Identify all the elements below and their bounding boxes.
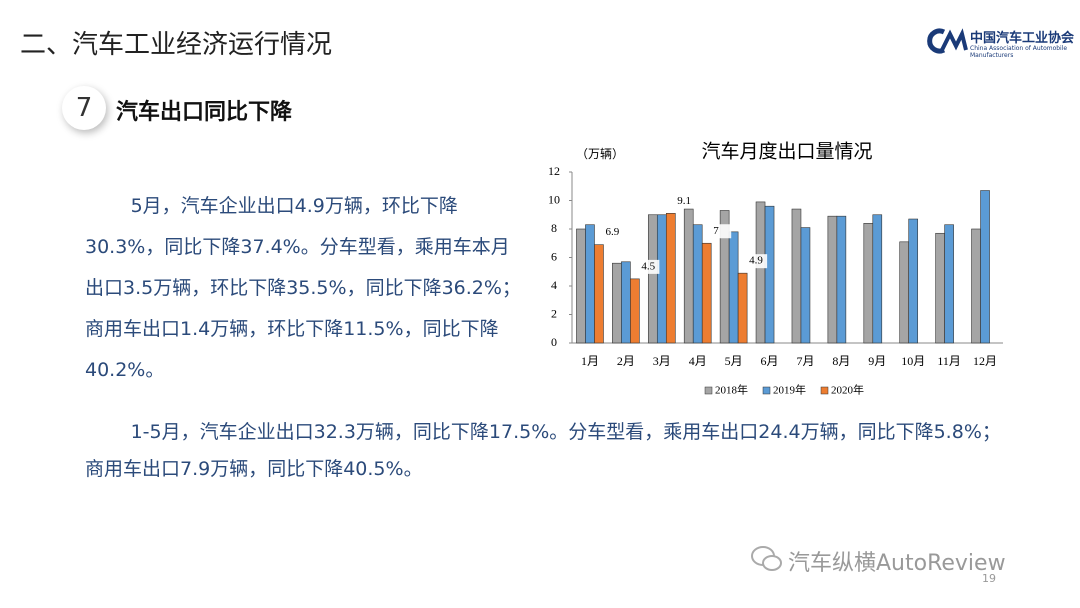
x-tick-label: 11月 <box>937 354 961 368</box>
wechat-icon <box>751 546 782 571</box>
x-tick-label: 10月 <box>901 354 925 368</box>
bar <box>665 213 676 344</box>
bar <box>647 214 658 344</box>
y-tick-label: 8 <box>551 221 557 235</box>
logo-icon <box>927 28 968 54</box>
legend-label: 2019年 <box>773 383 806 397</box>
legend-label: 2018年 <box>715 383 748 397</box>
bar <box>701 242 712 344</box>
x-tick-label: 2月 <box>617 354 635 368</box>
y-tick-label: 6 <box>551 249 557 263</box>
data-label-bg <box>675 194 696 209</box>
bar <box>755 201 766 344</box>
paragraph: 5月，汽车企业出口4.9万辆，环比下降30.3%，同比下降37.4%。分车型看，… <box>85 195 521 381</box>
bar <box>656 214 667 344</box>
x-tick-label: 7月 <box>796 354 814 368</box>
legend-swatch <box>820 386 829 395</box>
y-tick-label: 2 <box>551 306 557 320</box>
header-title: 二、汽车工业经济运行情况 <box>20 30 333 60</box>
bar <box>683 208 694 344</box>
legend-label: 2020年 <box>831 383 864 397</box>
data-label: 9.1 <box>677 195 691 207</box>
data-label: 7 <box>713 225 719 237</box>
page-number: 19 <box>982 572 996 585</box>
bar <box>764 205 775 344</box>
bar <box>585 224 595 344</box>
bar <box>899 241 910 344</box>
x-tick-label: 4月 <box>689 354 707 368</box>
data-label: 6.9 <box>605 226 619 238</box>
bar <box>576 228 586 344</box>
bar <box>692 224 703 344</box>
x-tick-label: 12月 <box>973 354 997 368</box>
legend-swatch <box>704 386 713 395</box>
bar <box>737 272 748 344</box>
bar <box>863 223 874 344</box>
data-label: 4.9 <box>749 255 763 267</box>
bar <box>872 214 883 344</box>
data-label-bg <box>711 224 732 239</box>
data-label: 4.5 <box>641 260 655 272</box>
chart: 汽车月度出口量情况 （万辆） 0 2 4 6 8 10 12 1月 2月 3月 4月 5月 6月 7月 8月… <box>548 140 1003 397</box>
data-label-bg <box>747 254 768 269</box>
bar <box>944 224 954 344</box>
x-tick-label: 5月 <box>725 354 743 368</box>
bar <box>827 215 838 344</box>
x-tick-label: 9月 <box>868 354 886 368</box>
bar <box>980 190 990 344</box>
bar <box>836 215 847 344</box>
bar <box>612 262 622 344</box>
watermark: 汽车纵横AutoReview <box>788 551 1006 576</box>
bar <box>935 232 945 344</box>
bar <box>800 227 811 344</box>
x-tick-label: 1月 <box>581 354 599 368</box>
y-tick-label: 0 <box>551 335 557 349</box>
x-tick-label: 6月 <box>761 354 779 368</box>
y-tick-label: 10 <box>548 192 560 206</box>
y-tick-label: 4 <box>551 278 557 292</box>
logo-name: 中国汽车工业协会 <box>970 31 1075 46</box>
y-axis-label: （万辆） <box>576 147 624 161</box>
chart-title: 汽车月度出口量情况 <box>701 140 872 162</box>
logo-subtitle: China Association of Automobile Manufact… <box>970 45 1068 59</box>
x-tick-label: 8月 <box>832 354 850 368</box>
bar <box>594 244 604 344</box>
bar <box>971 228 981 344</box>
bar <box>630 278 640 344</box>
bar <box>908 218 919 344</box>
section-title: 汽车出口同比下降 <box>116 100 293 125</box>
section-number: 7 <box>62 86 106 130</box>
data-label-bg <box>603 225 624 240</box>
x-tick-label: 3月 <box>653 354 671 368</box>
bar <box>621 261 631 344</box>
data-label-bg <box>639 259 660 274</box>
y-tick-label: 12 <box>548 164 560 178</box>
bar <box>791 208 802 344</box>
legend-swatch <box>762 386 771 395</box>
bar <box>728 231 739 344</box>
paragraph: 1-5月，汽车企业出口32.3万辆，同比下降17.5%。分车型看，乘用车出口24… <box>85 421 1001 480</box>
